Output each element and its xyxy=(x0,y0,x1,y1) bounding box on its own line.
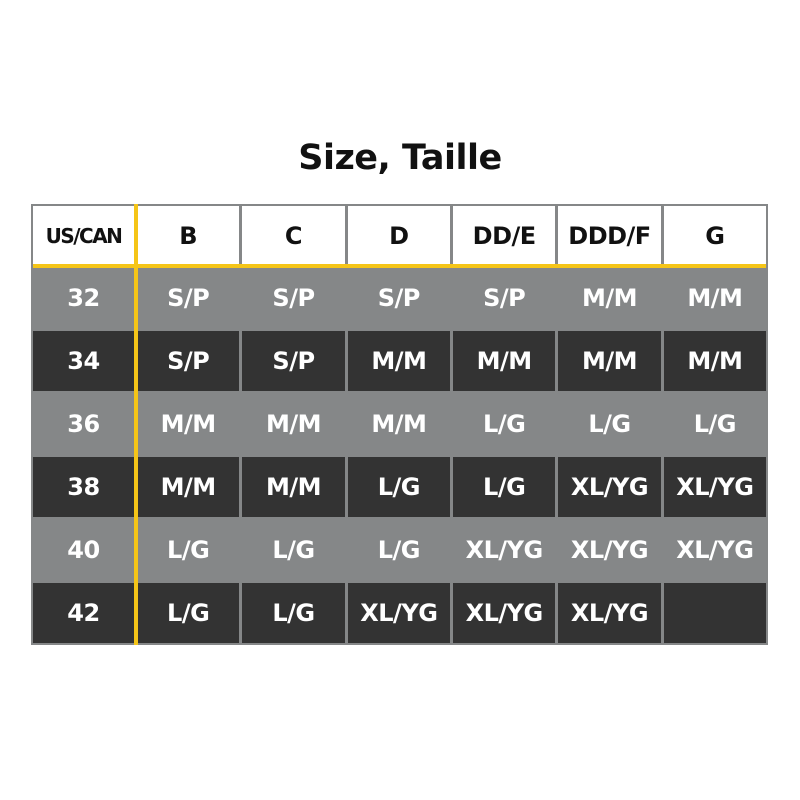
header-cup-g: G xyxy=(663,206,766,265)
size-cell: XL/YG xyxy=(453,520,556,580)
band-size-cell: 42 xyxy=(33,583,134,643)
accent-divider-horizontal xyxy=(33,264,766,268)
size-cell: S/P xyxy=(137,268,240,328)
band-size-cell: 38 xyxy=(33,457,134,517)
size-cell: L/G xyxy=(137,520,240,580)
size-cell: M/M xyxy=(558,331,661,391)
size-cell: L/G xyxy=(558,394,661,454)
size-cell: M/M xyxy=(558,268,661,328)
band-size-cell: 34 xyxy=(33,331,134,391)
size-cell: XL/YG xyxy=(558,520,661,580)
size-cell: XL/YG xyxy=(558,457,661,517)
size-cell: M/M xyxy=(242,457,345,517)
header-cup-d: D xyxy=(347,206,450,265)
header-cup-dd-e: DD/E xyxy=(453,206,556,265)
size-cell: S/P xyxy=(242,331,345,391)
size-cell xyxy=(663,583,766,643)
header-cup-ddd-f: DDD/F xyxy=(558,206,661,265)
size-cell: L/G xyxy=(137,583,240,643)
page-title: Size, Taille xyxy=(298,138,502,178)
accent-divider-vertical xyxy=(134,204,138,645)
size-cell: L/G xyxy=(242,583,345,643)
size-cell: S/P xyxy=(242,268,345,328)
size-cell: XL/YG xyxy=(453,583,556,643)
header-cup-b: B xyxy=(137,206,240,265)
size-cell: M/M xyxy=(137,457,240,517)
size-cell: S/P xyxy=(347,268,450,328)
size-cell: S/P xyxy=(137,331,240,391)
size-cell: M/M xyxy=(663,331,766,391)
size-cell: S/P xyxy=(453,268,556,328)
size-cell: L/G xyxy=(453,394,556,454)
size-cell: M/M xyxy=(663,268,766,328)
size-cell: M/M xyxy=(453,331,556,391)
size-cell: M/M xyxy=(347,331,450,391)
size-cell: M/M xyxy=(242,394,345,454)
size-cell: XL/YG xyxy=(663,520,766,580)
size-cell: M/M xyxy=(347,394,450,454)
size-cell: XL/YG xyxy=(663,457,766,517)
band-size-cell: 40 xyxy=(33,520,134,580)
header-band-size: US/CAN xyxy=(33,206,134,265)
size-cell: L/G xyxy=(347,520,450,580)
size-cell: L/G xyxy=(347,457,450,517)
header-cup-c: C xyxy=(242,206,345,265)
size-cell: M/M xyxy=(137,394,240,454)
band-size-cell: 32 xyxy=(33,268,134,328)
size-cell: XL/YG xyxy=(347,583,450,643)
size-cell: L/G xyxy=(242,520,345,580)
size-cell: XL/YG xyxy=(558,583,661,643)
size-cell: L/G xyxy=(663,394,766,454)
size-cell: L/G xyxy=(453,457,556,517)
size-chart-table: US/CAN B C D DD/E DDD/F G 32 S/P S/P S/P S/P M/M M/M 3… xyxy=(31,204,768,645)
band-size-cell: 36 xyxy=(33,394,134,454)
